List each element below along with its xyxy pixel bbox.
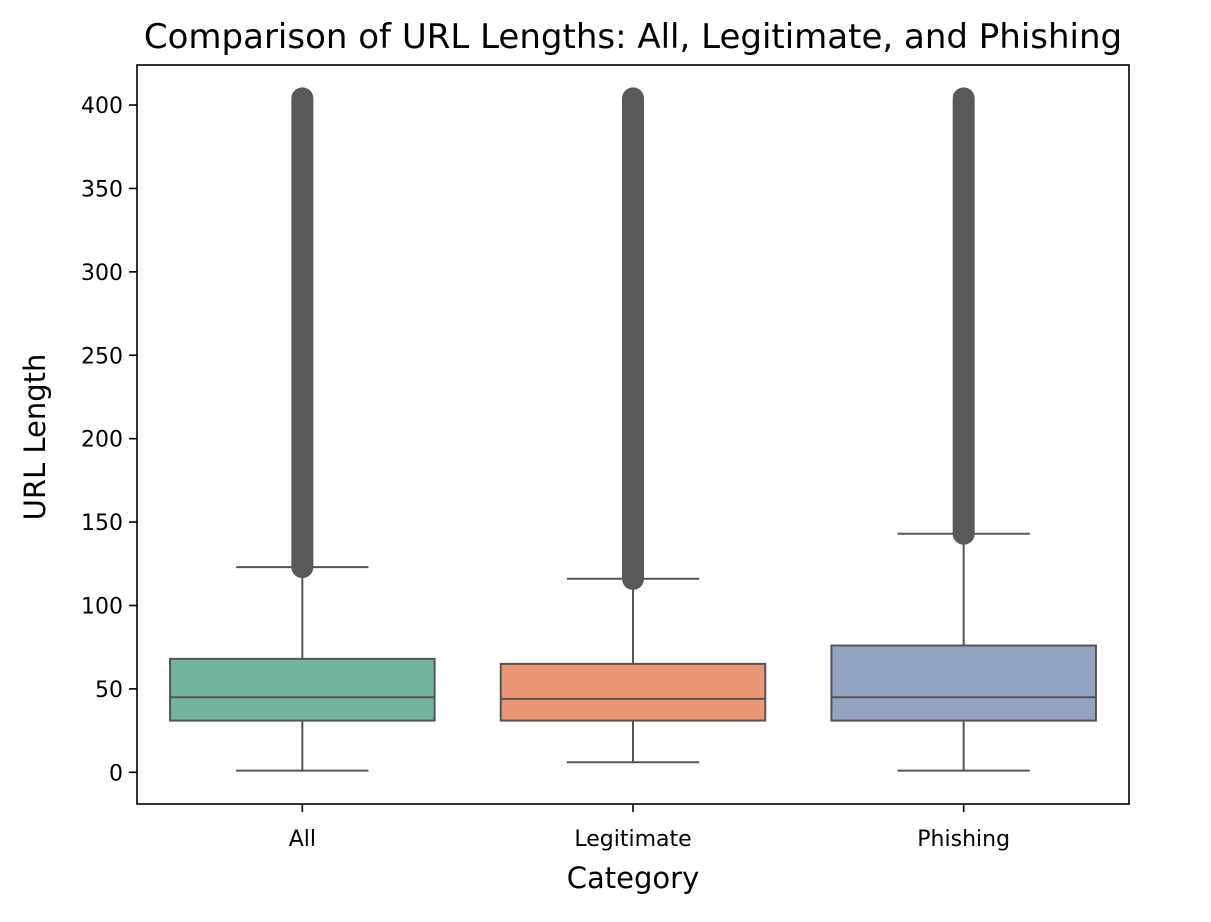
y-tick-label: 150 <box>81 511 123 536</box>
iqr-box <box>499 662 767 722</box>
y-axis-ticks: 0 50 100 150 200 250 300 350 400 <box>81 94 137 786</box>
iqr-box <box>830 644 1097 722</box>
chart-title: Comparison of URL Lengths: All, Legitima… <box>144 17 1122 57</box>
y-tick-label: 100 <box>81 594 123 619</box>
y-tick-label: 0 <box>109 761 123 786</box>
box-group-all <box>169 87 436 772</box>
y-tick-label: 400 <box>81 94 123 119</box>
y-tick-label: 300 <box>81 261 123 286</box>
x-tick-label: Legitimate <box>574 827 691 852</box>
y-tick-label: 200 <box>81 428 123 453</box>
x-axis-label: Category <box>567 861 699 895</box>
x-axis-ticks: All Legitimate Phishing <box>289 804 1010 852</box>
y-tick-label: 250 <box>81 344 123 369</box>
iqr-box <box>169 657 436 722</box>
box-group-legitimate <box>499 87 767 764</box>
axes-frame <box>136 64 1130 805</box>
box-group-phishing <box>830 87 1097 772</box>
y-tick-label: 350 <box>81 177 123 202</box>
y-tick-label: 50 <box>95 678 123 703</box>
y-axis-label: URL Length <box>18 354 52 521</box>
plot-area <box>169 87 1097 772</box>
x-tick-label: Phishing <box>917 827 1010 852</box>
x-tick-label: All <box>289 827 316 852</box>
